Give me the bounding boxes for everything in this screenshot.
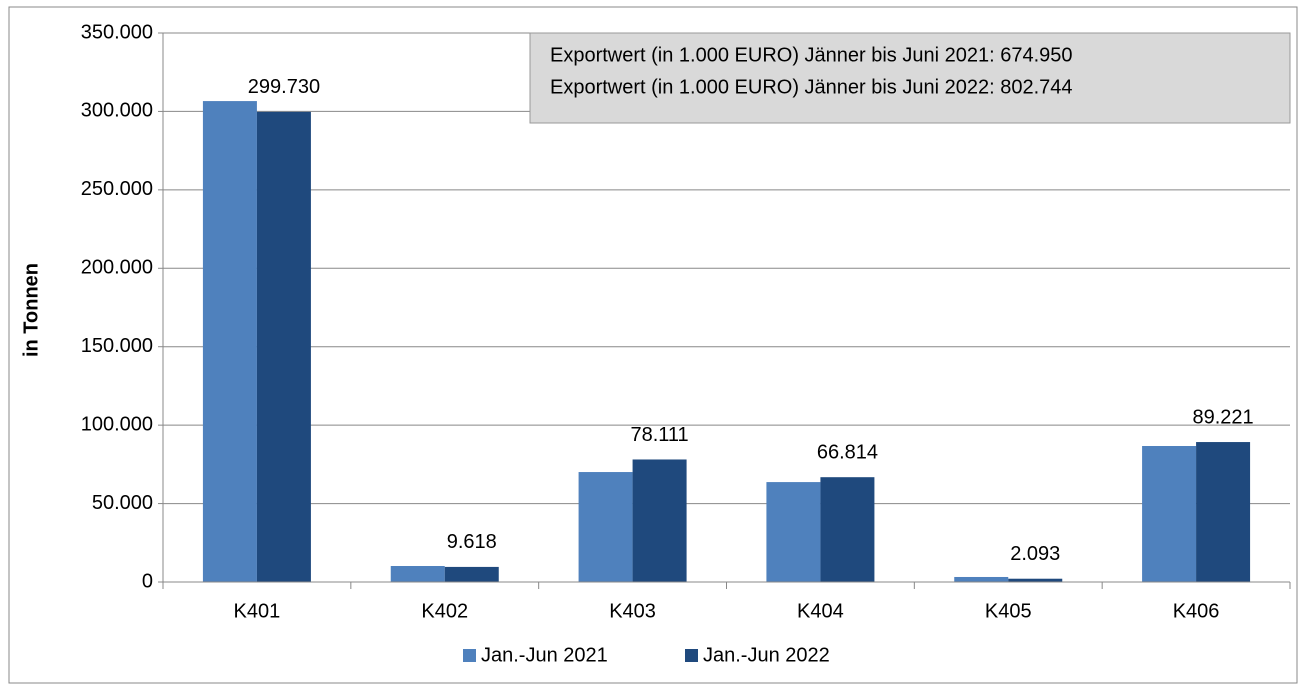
- x-tick-label: K405: [985, 600, 1032, 622]
- y-tick-label: 350.000: [81, 21, 153, 43]
- y-tick-label: 300.000: [81, 100, 153, 122]
- bar: [1008, 578, 1063, 582]
- legend-swatch: [463, 649, 476, 662]
- bar: [954, 576, 1009, 582]
- value-label: 66.814: [817, 441, 878, 463]
- legend-swatch: [685, 649, 698, 662]
- annotation: Exportwert (in 1.000 EURO) Jänner bis Ju…: [550, 76, 1073, 98]
- value-label: 299.730: [248, 76, 320, 98]
- y-tick-label: 100.000: [81, 413, 153, 435]
- y-tick-label: 50.000: [92, 492, 153, 514]
- bar: [632, 459, 687, 582]
- y-tick-label: 250.000: [81, 178, 153, 200]
- annotation-box: [529, 32, 1291, 124]
- bar: [202, 101, 257, 583]
- bar: [390, 566, 445, 582]
- value-label: 78.111: [630, 424, 688, 446]
- x-tick-label: K401: [234, 600, 281, 622]
- bar: [578, 472, 633, 582]
- annotation: Exportwert (in 1.000 EURO) Jänner bis Ju…: [550, 44, 1073, 66]
- y-tick-label: 0: [142, 570, 153, 592]
- value-label: 2.093: [1010, 543, 1060, 565]
- value-label: 89.221: [1192, 406, 1253, 428]
- legend-label: Jan.-Jun 2021: [481, 644, 608, 666]
- bar: [256, 111, 311, 583]
- value-label: 9.618: [447, 531, 497, 553]
- x-tick-label: K402: [421, 600, 468, 622]
- x-tick-label: K406: [1173, 600, 1220, 622]
- bar: [444, 566, 499, 582]
- bar: [1142, 446, 1197, 582]
- bar: [820, 477, 875, 582]
- y-tick-label: 150.000: [81, 335, 153, 357]
- bar: [1196, 442, 1251, 582]
- y-tick-label: 200.000: [81, 257, 153, 279]
- y-axis-label: in Tonnen: [20, 263, 42, 357]
- x-tick-label: K403: [609, 600, 656, 622]
- x-tick-label: K404: [797, 600, 844, 622]
- bar: [766, 482, 821, 582]
- legend-label: Jan.-Jun 2022: [703, 644, 830, 666]
